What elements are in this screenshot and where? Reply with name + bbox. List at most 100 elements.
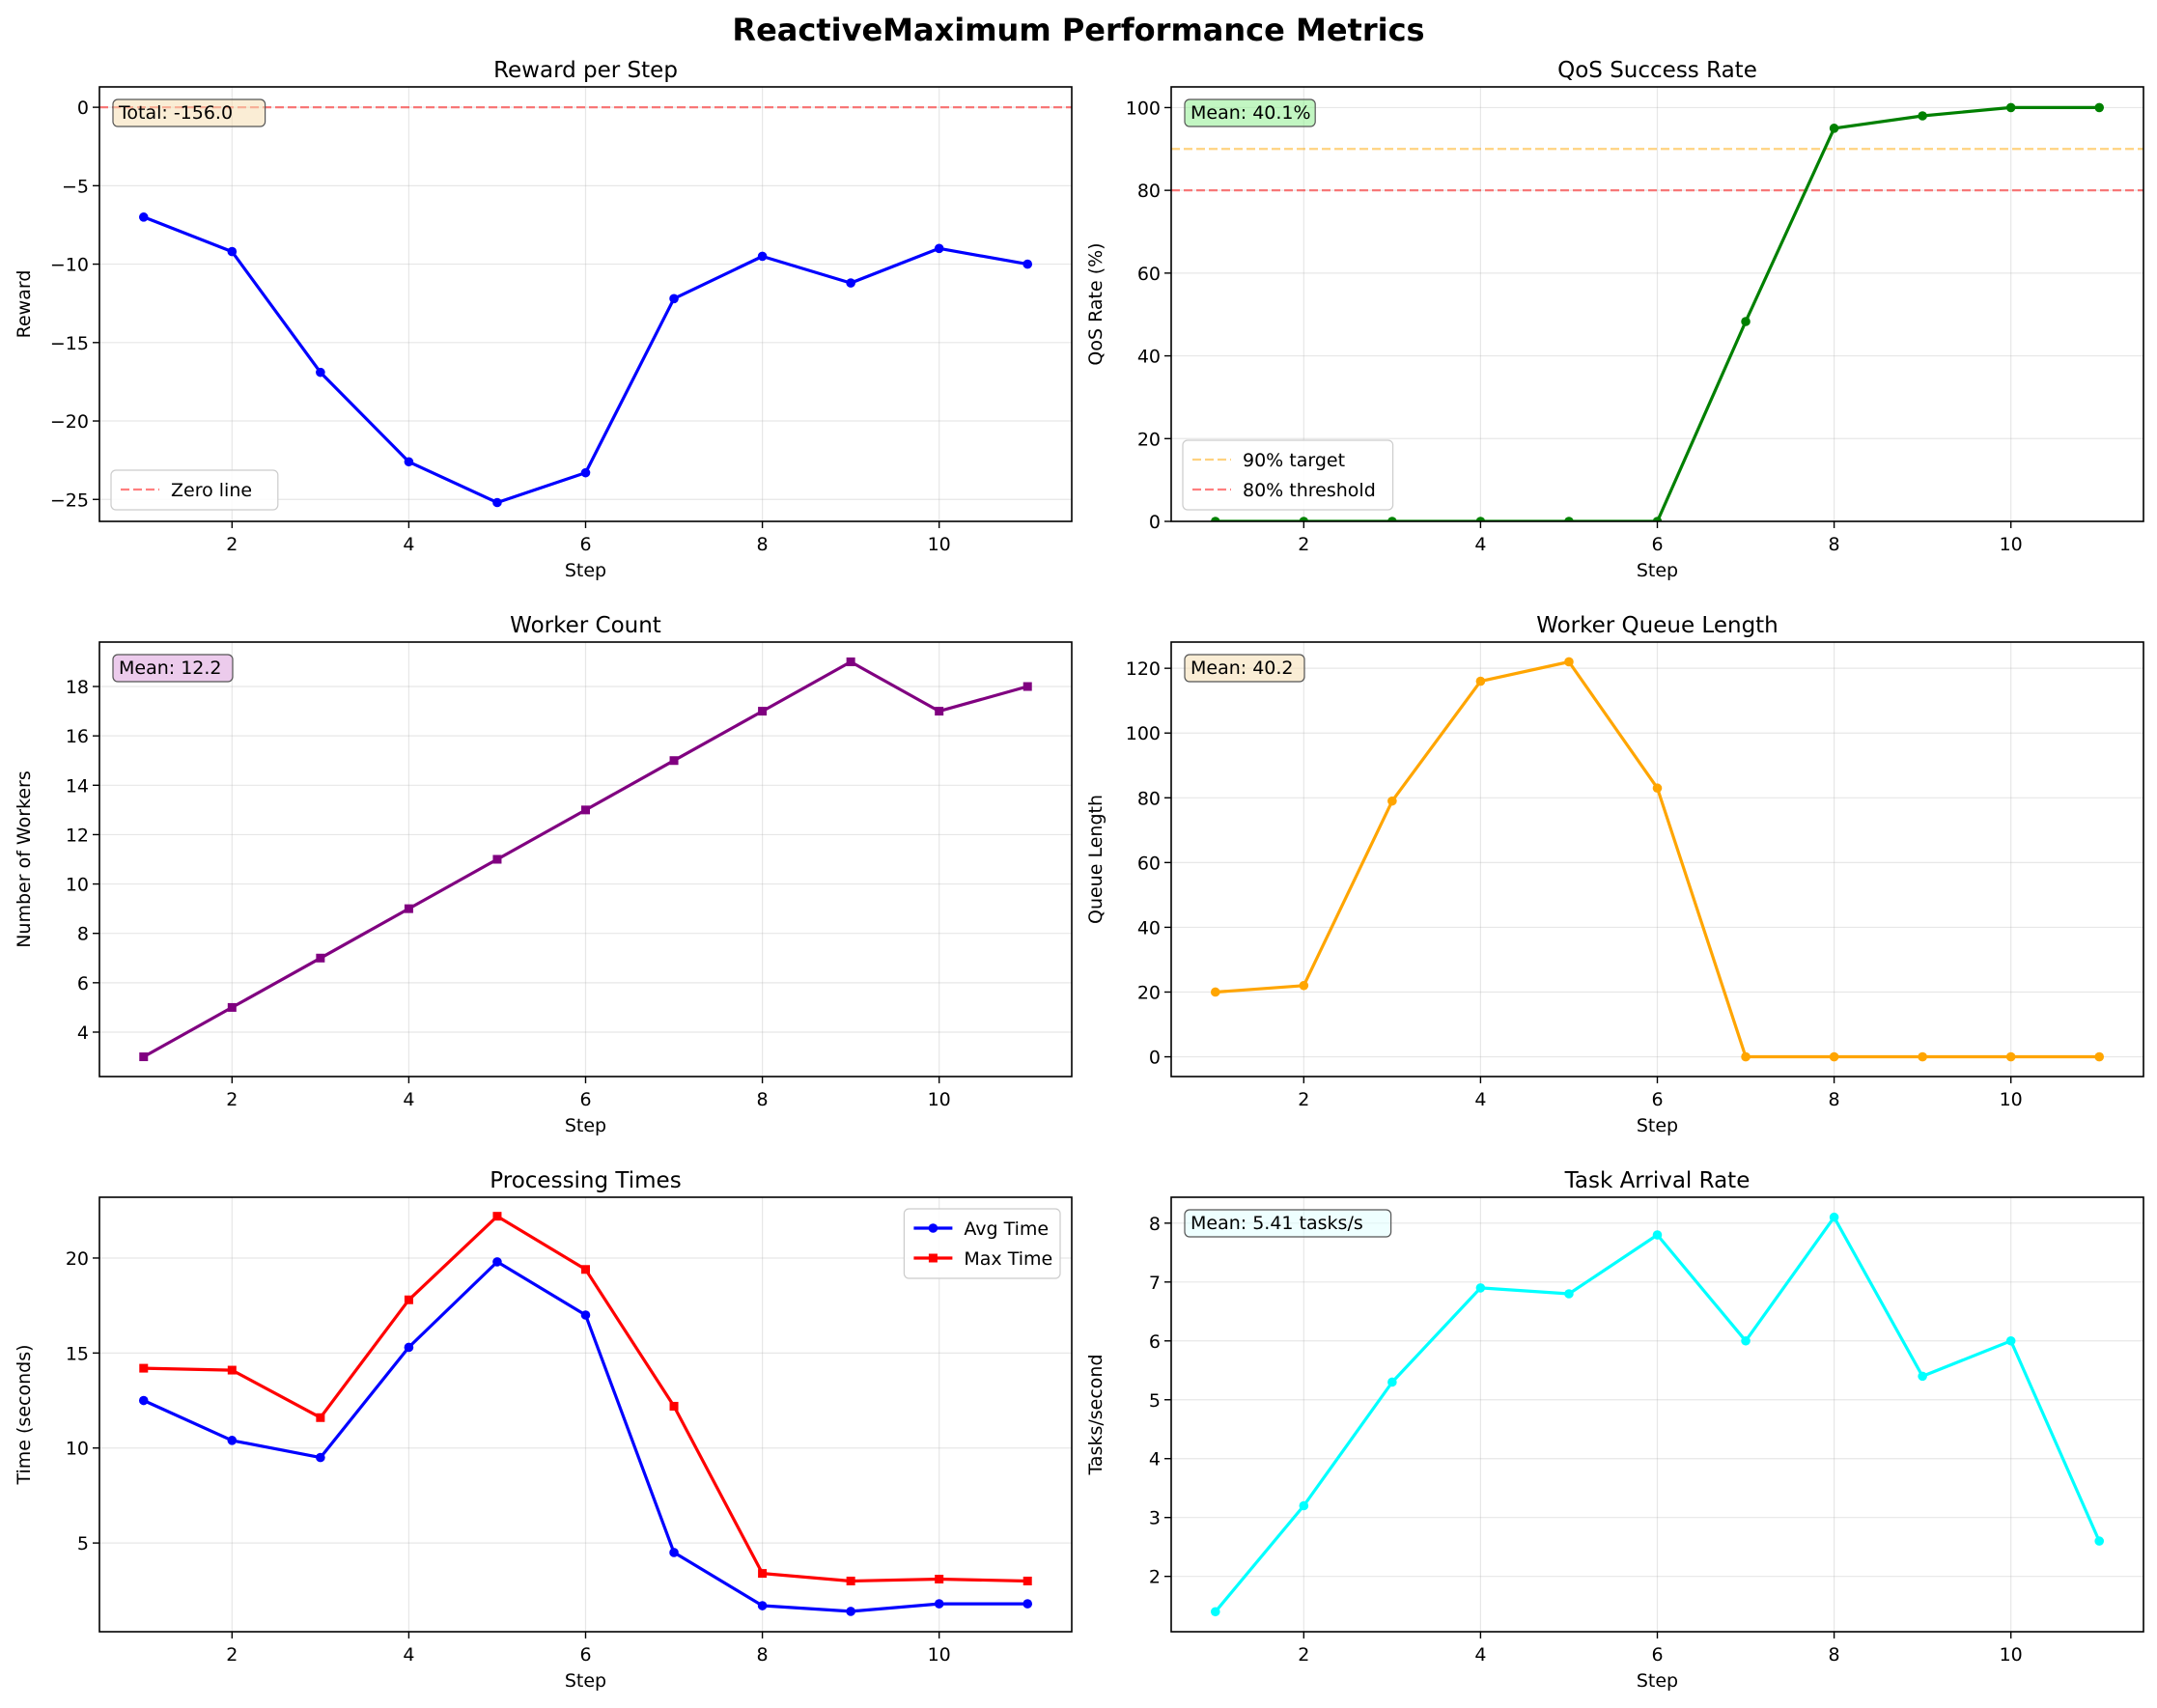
reward-per-step-series-point xyxy=(757,251,768,262)
worker-count-y-axis-label: Number of Workers xyxy=(14,770,35,948)
max-time-series-point xyxy=(758,1569,768,1579)
processing-times-panel: 2 4 6 8 10 5 10 15 20 Processing Times Step Time (s… xyxy=(14,1168,1073,1692)
worker-count-series-point xyxy=(758,707,768,716)
max-time-series-point xyxy=(669,1401,679,1411)
task-arrival-rate-x-tick-label: 6 xyxy=(1651,1644,1663,1666)
reward-per-step-x-tick-label: 8 xyxy=(757,534,769,555)
processing-times-x-axis-label: Step xyxy=(565,1670,606,1692)
qos-success-rate-x-axis-label: Step xyxy=(1637,560,1678,581)
task-arrival-rate-series-point xyxy=(2005,1335,2016,1346)
worker-count-series-point xyxy=(669,756,679,766)
worker-queue-length-annotation-text: Mean: 40.2 xyxy=(1191,658,1294,679)
worker-count-annotation: Mean: 12.2 xyxy=(112,654,234,683)
qos-success-rate-series-point xyxy=(1918,111,1927,121)
reward-per-step-annotation: Total: -156.0 xyxy=(112,98,266,127)
max-time-series-point xyxy=(1022,1576,1032,1585)
processing-times-x-tick-label: 8 xyxy=(757,1644,769,1666)
worker-count-y-tick-label: 18 xyxy=(66,677,89,698)
avg-time-legend-label: Avg Time xyxy=(964,1218,1049,1240)
worker-count-y-tick-label: 10 xyxy=(66,875,89,896)
worker-count-series-point xyxy=(935,707,944,716)
task-arrival-rate-series-point xyxy=(1210,1607,1220,1617)
reward-per-step-series-point xyxy=(492,497,502,508)
reward-per-step-y-tick-label: −5 xyxy=(62,176,89,197)
qos-success-rate-title: QoS Success Rate xyxy=(1557,58,1757,83)
worker-queue-length-y-tick-label: 40 xyxy=(1137,917,1161,938)
avg-time-series-point xyxy=(934,1599,944,1609)
avg-time-series-point xyxy=(227,1436,238,1445)
reward-per-step-x-tick-label: 6 xyxy=(579,534,591,555)
worker-count-series-point xyxy=(139,1052,149,1062)
qos-success-rate-series-point xyxy=(2094,102,2105,113)
task-arrival-rate-annotation-text: Mean: 5.41 tasks/s xyxy=(1191,1213,1363,1234)
avg-time-series-point xyxy=(846,1607,855,1616)
worker-count-x-axis-label: Step xyxy=(565,1115,606,1136)
worker-count-y-tick-label: 4 xyxy=(77,1022,89,1044)
task-arrival-rate-y-tick-label: 3 xyxy=(1149,1508,1161,1529)
max-time-series-point xyxy=(139,1363,149,1373)
worker-count-x-tick-label: 4 xyxy=(403,1089,414,1110)
reward-per-step-series-point xyxy=(1022,259,1033,269)
worker-count-annotation-box xyxy=(112,654,234,683)
task-arrival-rate-annotation-box xyxy=(1184,1209,1392,1238)
reward-per-step-series-point xyxy=(846,278,855,288)
worker-queue-length-x-tick-label: 10 xyxy=(2000,1089,2023,1110)
task-arrival-rate-y-tick-label: 4 xyxy=(1149,1449,1161,1470)
task-arrival-rate-annotation: Mean: 5.41 tasks/s xyxy=(1184,1209,1392,1238)
qos-success-rate-data-layer xyxy=(1171,102,2143,521)
worker-queue-length-series-point xyxy=(1475,676,1486,686)
worker-queue-length-y-tick-label: 20 xyxy=(1137,982,1161,1003)
worker-queue-length-series-point xyxy=(1829,1051,1839,1062)
max-time-legend-marker xyxy=(928,1253,938,1263)
worker-queue-length-x-tick-label: 8 xyxy=(1829,1089,1840,1110)
qos-success-rate-x-tick-label: 2 xyxy=(1298,534,1309,555)
worker-count-x-tick-label: 6 xyxy=(579,1089,591,1110)
qos-success-rate-y-tick-label: 0 xyxy=(1149,512,1161,533)
max-time-legend-label: Max Time xyxy=(964,1248,1052,1270)
processing-times-x-tick-label: 4 xyxy=(403,1644,414,1666)
qos-success-rate-annotation-box xyxy=(1184,98,1316,127)
reward-per-step-plot-area xyxy=(99,87,1072,521)
task-arrival-rate-series-point xyxy=(2094,1536,2105,1546)
worker-count-series-point xyxy=(581,805,590,815)
worker-queue-length-annotation: Mean: 40.2 xyxy=(1184,654,1305,683)
qos-success-rate-x-tick-label: 4 xyxy=(1474,534,1486,555)
task-arrival-rate-series-point xyxy=(1741,1335,1751,1346)
qos-success-rate-y-tick-label: 80 xyxy=(1137,181,1161,202)
processing-times-y-tick-label: 20 xyxy=(66,1248,89,1270)
reward-per-step-series-point xyxy=(227,246,238,257)
worker-count-annotation-text: Mean: 12.2 xyxy=(119,658,222,679)
task-arrival-rate-y-tick-label: 6 xyxy=(1149,1331,1161,1353)
reward-per-step-annotation-box xyxy=(112,98,266,127)
80-threshold-legend-label: 80% threshold xyxy=(1243,480,1376,501)
worker-queue-length-data-layer xyxy=(1210,657,2105,1062)
processing-times-legend: Avg Time Max Time xyxy=(903,1208,1061,1279)
worker-queue-length-series-point xyxy=(2094,1051,2105,1062)
worker-queue-length-annotation-box xyxy=(1184,654,1305,683)
reward-per-step-x-axis-label: Step xyxy=(565,560,606,581)
avg-time-series-point xyxy=(1022,1599,1033,1609)
reward-per-step-y-tick-label: −10 xyxy=(50,255,89,276)
avg-time-legend-marker xyxy=(928,1223,938,1233)
reward-per-step-series-point xyxy=(138,212,149,222)
qos-success-rate-x-tick-label: 6 xyxy=(1651,534,1663,555)
max-time-series-point xyxy=(935,1574,944,1583)
worker-queue-length-title: Worker Queue Length xyxy=(1536,613,1779,638)
worker-queue-length-x-tick-label: 6 xyxy=(1651,1089,1663,1110)
processing-times-data-layer xyxy=(138,1212,1033,1616)
qos-success-rate-x-tick-label: 10 xyxy=(2000,534,2023,555)
worker-count-y-tick-label: 8 xyxy=(77,924,89,945)
task-arrival-rate-data-layer xyxy=(1210,1212,2105,1617)
reward-per-step-x-tick-label: 10 xyxy=(928,534,951,555)
task-arrival-rate-x-axis-label: Step xyxy=(1637,1670,1678,1692)
worker-count-plot-area xyxy=(99,642,1072,1077)
worker-count-y-tick-label: 16 xyxy=(66,726,89,747)
qos-success-rate-y-tick-label: 60 xyxy=(1137,264,1161,285)
worker-count-panel: 2 4 6 8 10 4 6 8 10 12 14 16 18 Worker Count Step Numbe… xyxy=(14,613,1073,1136)
reward-per-step-series-point xyxy=(316,367,325,378)
task-arrival-rate-series-point xyxy=(1387,1377,1397,1387)
reward-per-step-series-point xyxy=(404,457,414,467)
qos-success-rate-y-tick-label: 40 xyxy=(1137,347,1161,368)
